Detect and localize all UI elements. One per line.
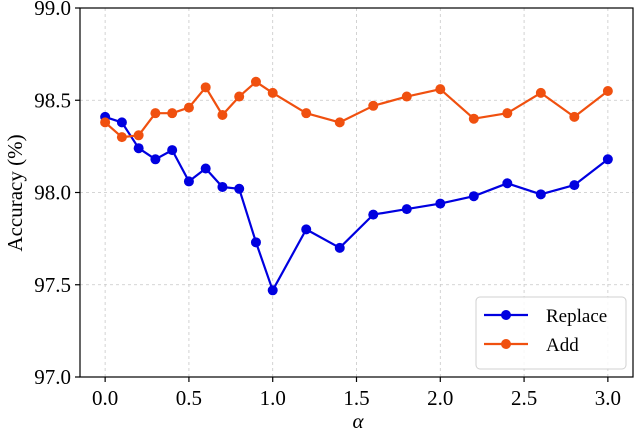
y-tick-label: 97.5 [34,273,71,297]
legend-item-replace: Replace [484,306,607,327]
y-tick-label: 99.0 [34,0,71,20]
data-point [217,181,228,192]
series-replace [100,111,613,296]
data-point [435,84,446,95]
data-point [535,189,546,200]
legend-label-add: Add [546,335,579,356]
data-point [133,143,144,154]
x-tick-label: 1.5 [343,386,369,410]
data-series [100,76,613,296]
data-point [250,237,261,248]
data-point [334,242,345,253]
data-point [401,91,412,102]
data-point [200,82,211,93]
data-point [150,108,161,119]
data-point [468,113,479,124]
legend-label-replace: Replace [546,306,607,327]
data-point [200,163,211,174]
data-point [468,191,479,202]
data-point [167,108,178,119]
data-point [250,76,261,87]
data-point [334,117,345,128]
x-tick-label: 3.0 [595,386,621,410]
data-point [234,183,245,194]
y-axis-ticks: 97.0 97.5 98.0 98.5 99.0 [34,0,80,389]
data-point [183,176,194,187]
y-tick-label: 98.0 [34,181,71,205]
data-point [150,154,161,165]
data-point [502,108,513,119]
legend: Replace Add [475,296,627,370]
x-tick-label: 0.0 [92,386,118,410]
x-axis-label: α [352,409,364,433]
data-point [133,130,144,141]
data-point [569,180,580,191]
y-tick-label: 98.5 [34,88,71,112]
data-point [569,111,580,122]
data-point [267,87,278,98]
y-tick-label: 97.0 [34,365,71,389]
x-axis-ticks: 0.0 0.5 1.0 1.5 2.0 2.5 3.0 [92,377,621,410]
x-tick-label: 2.0 [427,386,453,410]
data-point [116,132,127,143]
data-point [183,102,194,113]
data-point [301,108,312,119]
data-point [301,224,312,235]
data-point [502,178,513,189]
data-point [234,91,245,102]
data-point [602,154,613,165]
data-point [401,204,412,215]
x-tick-label: 1.0 [260,386,286,410]
series-add [100,76,613,143]
data-point [267,285,278,296]
x-tick-label: 0.5 [176,386,202,410]
legend-item-add: Add [484,335,579,356]
data-point [368,209,379,220]
data-point [602,86,613,97]
data-point [167,145,178,156]
y-axis-label: Accuracy (%) [3,134,27,251]
data-point [217,110,228,121]
data-point [100,117,111,128]
x-tick-label: 2.5 [511,386,537,410]
data-point [435,198,446,209]
data-point [535,87,546,98]
data-point [368,100,379,111]
data-point [116,117,127,128]
